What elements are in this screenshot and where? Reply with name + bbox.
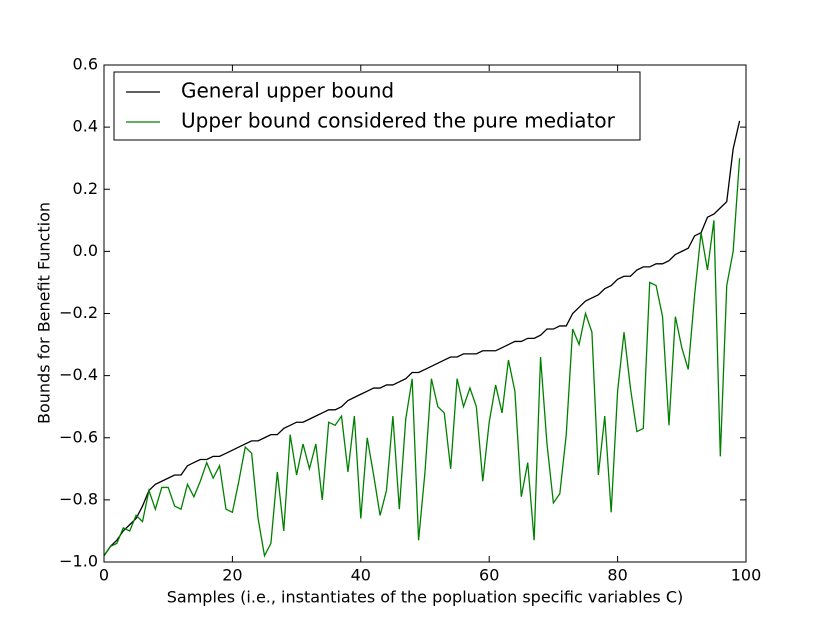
y-tick-label: −0.8 [59, 489, 98, 508]
series-line [103, 120, 741, 557]
x-tick-label: 0 [99, 566, 109, 585]
x-tick-label: 60 [479, 566, 499, 585]
y-axis-label: Bounds for Benefit Function [35, 202, 54, 424]
y-tick-label: 0.4 [73, 117, 98, 136]
y-tick-label: −1.0 [59, 552, 98, 571]
x-tick-label: 80 [607, 566, 627, 585]
x-axis-label: Samples (i.e., instantiates of the poplu… [167, 588, 684, 607]
y-tick-label: 0.0 [73, 241, 98, 260]
x-tick-label: 40 [351, 566, 371, 585]
legend-label: General upper bound [181, 79, 394, 103]
x-tick-label: 20 [222, 566, 242, 585]
plot-frame [103, 64, 747, 563]
series-line [103, 158, 741, 558]
y-tick-label: −0.2 [59, 303, 98, 322]
y-tick-label: 0.2 [73, 179, 98, 198]
y-tick-label: 0.6 [73, 55, 98, 74]
legend-label: Upper bound considered the pure mediator [181, 109, 616, 133]
x-tick-label: 100 [731, 566, 762, 585]
legend-box [113, 71, 641, 141]
y-tick-label: −0.6 [59, 427, 98, 446]
y-tick-label: −0.4 [59, 365, 98, 384]
